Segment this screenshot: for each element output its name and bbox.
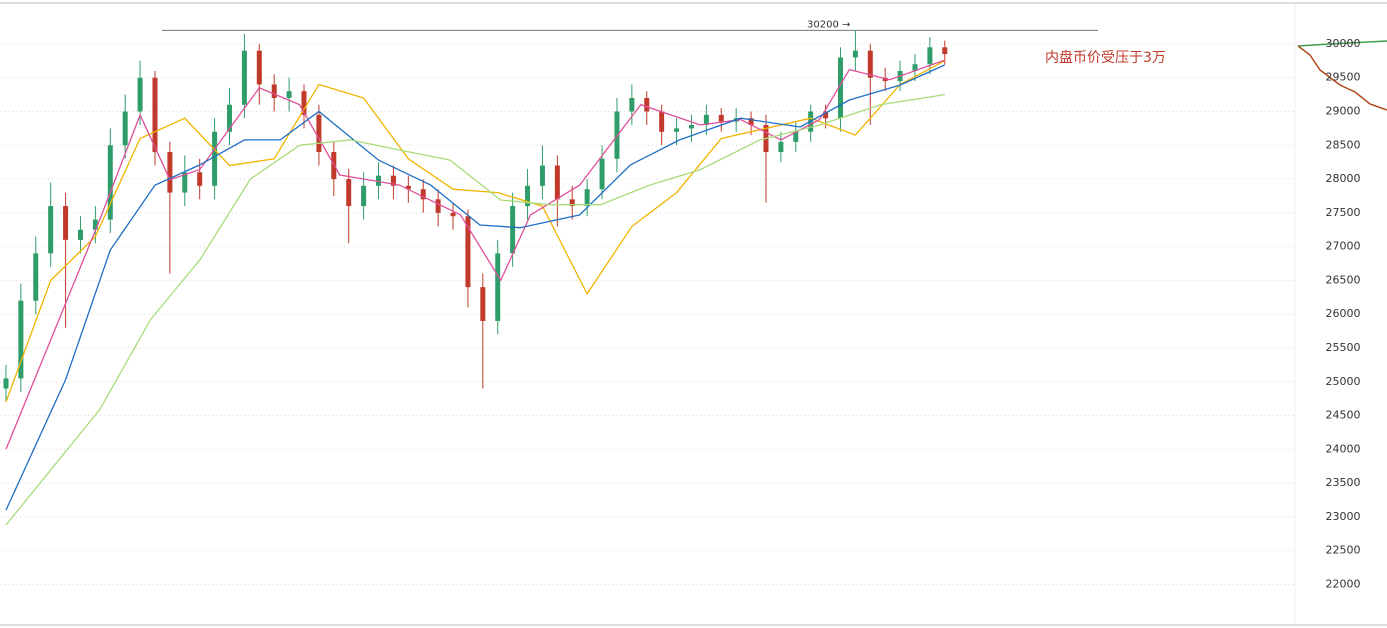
candle-body [167, 152, 173, 193]
candle-body [182, 172, 188, 193]
moving-average [5, 60, 946, 403]
candle-body [361, 185, 367, 207]
y-tick-label: 27500 [1326, 206, 1361, 219]
candle-body [554, 165, 560, 200]
candle-body [346, 179, 352, 207]
candle-body [465, 216, 471, 288]
y-tick-label: 26000 [1326, 307, 1361, 320]
candle-body [77, 229, 83, 240]
y-tick-label: 29000 [1326, 104, 1361, 117]
candle-body [480, 287, 486, 321]
candle-body [241, 50, 247, 105]
candle-body [450, 212, 456, 217]
candle-body [539, 165, 545, 186]
candle-body [659, 111, 665, 132]
reference-label: 30200 → [807, 19, 850, 30]
side-line [1297, 45, 1387, 111]
candle-body [599, 158, 605, 190]
y-tick-label: 24000 [1326, 442, 1361, 455]
moving-average [5, 64, 946, 511]
candle-body [912, 64, 918, 71]
candle-body [823, 111, 829, 119]
annotation: 内盘币价受压于3万 [1045, 49, 1166, 66]
candle-body [778, 141, 784, 153]
candle-body [376, 175, 382, 186]
candle-body [718, 114, 724, 122]
candle-body [852, 50, 858, 58]
candle-body [867, 50, 873, 78]
candle-body [301, 91, 307, 115]
y-tick-label: 28500 [1326, 138, 1361, 151]
candle-body [703, 114, 709, 125]
candle-body [152, 77, 158, 153]
side-line [1297, 40, 1387, 47]
y-tick-label: 22000 [1326, 577, 1361, 590]
candle-body [405, 185, 411, 190]
y-tick-label: 24500 [1326, 409, 1361, 422]
candle-body [63, 206, 69, 240]
candle-body [942, 47, 948, 55]
candle-body [390, 175, 396, 186]
candle-body [927, 47, 933, 65]
candle-body [793, 131, 799, 142]
candle-body [837, 57, 843, 119]
y-tick-label: 26500 [1326, 273, 1361, 286]
candle-body [748, 118, 754, 125]
y-tick-label: 30000 [1326, 37, 1361, 50]
candle-body [18, 300, 24, 379]
candle-body [271, 84, 277, 98]
candle-body [882, 77, 888, 82]
candle-body [122, 111, 128, 146]
candle-body [212, 131, 218, 186]
y-tick-label: 29500 [1326, 71, 1361, 84]
candle-body [644, 97, 650, 112]
candle-body [137, 77, 143, 112]
y-tick-label: 23500 [1326, 476, 1361, 489]
candle-body [33, 253, 39, 301]
y-tick-label: 22500 [1326, 544, 1361, 557]
candle-body [197, 172, 203, 186]
moving-average [5, 93, 945, 526]
candle-body [316, 114, 322, 153]
candle-body [525, 185, 531, 207]
y-tick-label: 25500 [1326, 341, 1361, 354]
candle-body [48, 206, 54, 254]
candle-body [495, 253, 501, 321]
y-tick-label: 27000 [1326, 240, 1361, 253]
candle-body [510, 206, 516, 254]
candle-body [629, 97, 635, 112]
y-tick-label: 28000 [1326, 172, 1361, 185]
moving-average [5, 59, 946, 450]
candle-body [92, 219, 98, 230]
candle-body [688, 125, 694, 129]
y-tick-label: 25000 [1326, 375, 1361, 388]
candle-body [420, 189, 426, 200]
candle-body [435, 199, 441, 213]
candle-body [286, 91, 292, 98]
candle-body [226, 104, 232, 132]
candle-body [107, 145, 113, 220]
candle-body [674, 128, 680, 132]
candle-body [584, 189, 590, 207]
candle-body [256, 50, 262, 85]
y-tick-label: 23000 [1326, 510, 1361, 523]
candle-body [3, 378, 9, 389]
candle-body [569, 199, 575, 207]
